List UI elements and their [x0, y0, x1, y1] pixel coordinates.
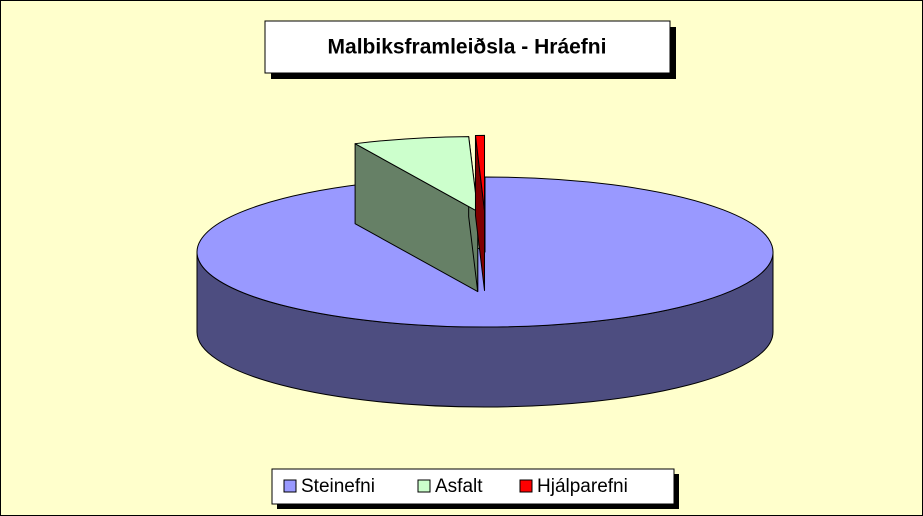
title-box [264, 20, 671, 74]
legend-label: Hjálparefni [537, 476, 628, 497]
legend-label: Asfalt [435, 476, 483, 497]
legend: Steinefni Asfalt Hjálparefni [283, 476, 628, 497]
chart-title: Malbiksframleiðsla - Hráefni [328, 36, 607, 59]
slice-top [474, 134, 486, 211]
pie-slice [354, 136, 479, 293]
legend-swatch [519, 479, 533, 493]
legend-box [271, 468, 675, 505]
slice-top [354, 136, 479, 213]
legend-swatch [417, 479, 431, 493]
pie [196, 134, 774, 408]
legend-label: Steinefni [301, 476, 375, 497]
legend-swatch [283, 479, 297, 493]
pie-slice [474, 134, 486, 291]
